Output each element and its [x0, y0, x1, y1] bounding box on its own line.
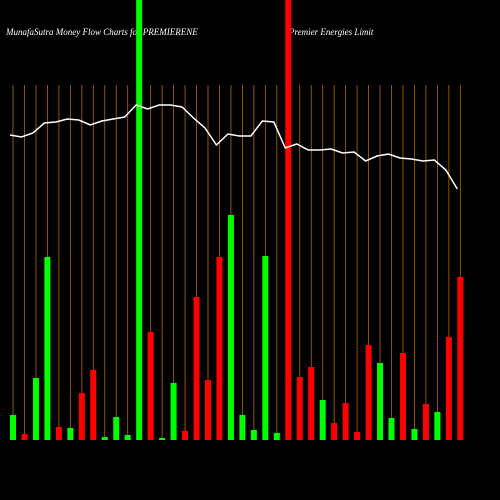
- bar: [193, 297, 200, 440]
- bar: [55, 427, 62, 440]
- bar: [377, 363, 384, 440]
- bar: [182, 431, 189, 440]
- bar: [10, 415, 16, 440]
- bar: [273, 433, 280, 440]
- bar: [216, 257, 223, 440]
- bar: [44, 257, 51, 440]
- bar: [250, 430, 257, 440]
- bar: [411, 429, 418, 440]
- bar: [399, 353, 406, 440]
- bar: [90, 370, 97, 440]
- chart-title: MunafaSutra Money Flow Charts for PREMIE…: [5, 27, 198, 37]
- bar: [159, 438, 166, 440]
- money-flow-line: [9, 104, 458, 190]
- bar: [32, 378, 39, 440]
- chart-subtitle: Premier Energies Limit: [288, 27, 374, 37]
- bar: [296, 377, 303, 440]
- bar: [388, 418, 395, 440]
- bar: [331, 423, 338, 440]
- bar: [227, 215, 234, 440]
- bar: [285, 0, 292, 440]
- bar: [67, 428, 74, 440]
- bar: [342, 403, 349, 440]
- bar: [124, 435, 131, 440]
- bar: [147, 332, 154, 440]
- bar: [354, 432, 361, 440]
- bar: [239, 415, 246, 440]
- bar: [170, 383, 177, 440]
- bar: [457, 277, 464, 440]
- bar: [21, 434, 28, 440]
- bar: [136, 0, 143, 440]
- bar: [434, 412, 441, 440]
- bar: [319, 400, 326, 440]
- bar: [445, 337, 452, 440]
- bar: [101, 437, 108, 440]
- bar: [308, 367, 315, 440]
- bar: [78, 393, 85, 440]
- bar: [113, 417, 120, 440]
- bar: [204, 380, 211, 440]
- bar: [365, 345, 372, 440]
- bar: [422, 404, 429, 440]
- bar: [262, 256, 269, 440]
